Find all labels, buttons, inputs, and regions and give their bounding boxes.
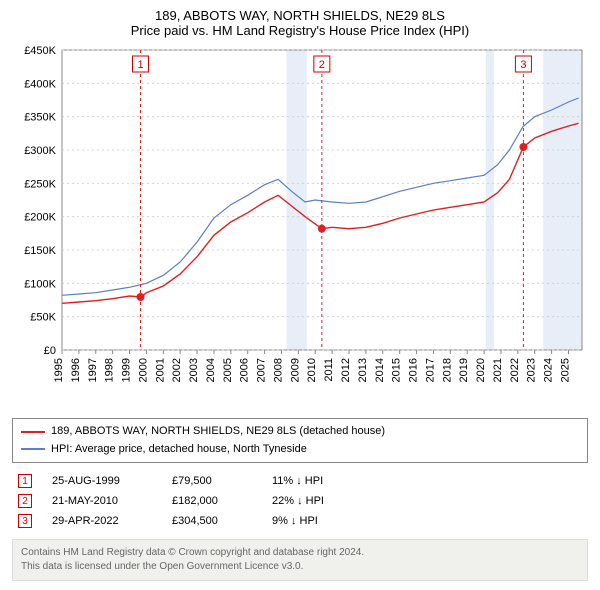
event-marker: 3 (18, 514, 32, 528)
legend-label: HPI: Average price, detached house, Nort… (51, 441, 307, 459)
svg-text:2010: 2010 (306, 358, 318, 382)
chart-legend: 189, ABBOTS WAY, NORTH SHIELDS, NE29 8LS… (12, 418, 588, 463)
title-line1: 189, ABBOTS WAY, NORTH SHIELDS, NE29 8LS (12, 8, 588, 23)
svg-text:2005: 2005 (222, 358, 234, 382)
svg-text:2016: 2016 (408, 358, 420, 382)
attribution-footer: Contains HM Land Registry data © Crown c… (12, 539, 588, 581)
event-date: 25-AUG-1999 (52, 475, 152, 487)
event-delta: 9% ↓ HPI (272, 515, 362, 527)
svg-text:2024: 2024 (543, 358, 555, 382)
footer-line2: This data is licensed under the Open Gov… (21, 560, 579, 574)
legend-swatch (21, 431, 45, 433)
svg-text:2001: 2001 (154, 358, 166, 382)
svg-text:£50K: £50K (30, 312, 56, 324)
svg-text:1997: 1997 (87, 358, 99, 382)
svg-text:1998: 1998 (104, 358, 116, 382)
event-marker: 1 (18, 474, 32, 488)
svg-text:£0: £0 (44, 345, 56, 357)
svg-text:2019: 2019 (458, 358, 470, 382)
footer-line1: Contains HM Land Registry data © Crown c… (21, 546, 579, 560)
svg-text:2006: 2006 (239, 358, 251, 382)
chart-title: 189, ABBOTS WAY, NORTH SHIELDS, NE29 8LS… (12, 8, 588, 38)
event-date: 21-MAY-2010 (52, 495, 152, 507)
svg-text:£300K: £300K (24, 145, 56, 157)
svg-text:2002: 2002 (171, 358, 183, 382)
event-delta: 11% ↓ HPI (272, 475, 362, 487)
svg-text:2022: 2022 (509, 358, 521, 382)
svg-text:1995: 1995 (53, 358, 65, 382)
legend-label: 189, ABBOTS WAY, NORTH SHIELDS, NE29 8LS… (51, 423, 385, 441)
svg-text:2023: 2023 (526, 358, 538, 382)
svg-text:2020: 2020 (475, 358, 487, 382)
event-price: £182,000 (172, 495, 252, 507)
sale-events-table: 1 25-AUG-1999 £79,500 11% ↓ HPI 2 21-MAY… (12, 471, 588, 531)
event-marker: 2 (18, 494, 32, 508)
svg-text:2025: 2025 (559, 358, 571, 382)
svg-text:2021: 2021 (492, 358, 504, 382)
legend-item-hpi: HPI: Average price, detached house, Nort… (21, 441, 579, 459)
svg-text:1996: 1996 (70, 358, 82, 382)
svg-text:2012: 2012 (340, 358, 352, 382)
svg-text:2003: 2003 (188, 358, 200, 382)
svg-text:£450K: £450K (24, 45, 56, 57)
svg-text:2007: 2007 (256, 358, 268, 382)
svg-text:2017: 2017 (424, 358, 436, 382)
event-price: £79,500 (172, 475, 252, 487)
sale-event-row: 1 25-AUG-1999 £79,500 11% ↓ HPI (12, 471, 588, 491)
svg-text:£250K: £250K (24, 178, 56, 190)
title-line2: Price paid vs. HM Land Registry's House … (12, 23, 588, 38)
event-price: £304,500 (172, 515, 252, 527)
svg-text:2000: 2000 (137, 358, 149, 382)
event-delta: 22% ↓ HPI (272, 495, 362, 507)
svg-text:2011: 2011 (323, 358, 335, 382)
svg-text:2009: 2009 (289, 358, 301, 382)
svg-text:£350K: £350K (24, 112, 56, 124)
svg-text:2018: 2018 (441, 358, 453, 382)
legend-item-property: 189, ABBOTS WAY, NORTH SHIELDS, NE29 8LS… (21, 423, 579, 441)
svg-text:1: 1 (137, 59, 143, 71)
svg-text:2: 2 (319, 59, 325, 71)
svg-text:2013: 2013 (357, 358, 369, 382)
legend-swatch (21, 448, 45, 450)
svg-text:2015: 2015 (391, 358, 403, 382)
svg-text:£200K: £200K (24, 212, 56, 224)
svg-text:£100K: £100K (24, 278, 56, 290)
svg-text:£150K: £150K (24, 245, 56, 257)
event-date: 29-APR-2022 (52, 515, 152, 527)
sale-event-row: 2 21-MAY-2010 £182,000 22% ↓ HPI (12, 491, 588, 511)
price-chart: £0 £50K £100K £150K £200K £250K £300K £350K £400… (12, 42, 588, 412)
svg-text:£400K: £400K (24, 78, 56, 90)
sale-event-row: 3 29-APR-2022 £304,500 9% ↓ HPI (12, 511, 588, 531)
svg-text:1999: 1999 (121, 358, 133, 382)
svg-text:2014: 2014 (374, 358, 386, 382)
svg-text:2004: 2004 (205, 358, 217, 382)
svg-text:2008: 2008 (272, 358, 284, 382)
svg-text:3: 3 (520, 59, 526, 71)
